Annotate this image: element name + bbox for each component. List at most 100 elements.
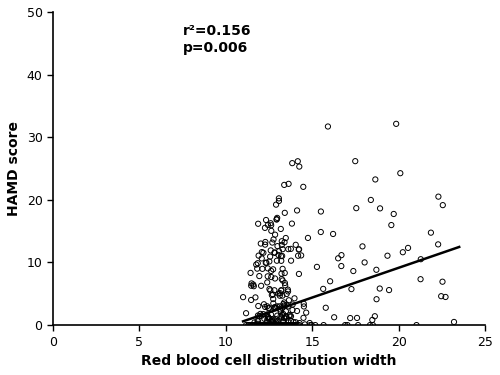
Point [284,322,292,328]
Point [271,304,279,310]
Point [270,322,278,328]
Point [248,322,256,328]
Point [281,282,289,288]
Point [282,302,290,307]
Point [276,322,284,328]
Point [341,322,349,328]
Point [275,322,283,328]
Point [274,319,281,325]
Point [264,222,272,228]
Point [267,322,275,328]
Point [258,266,266,272]
Point [275,198,283,204]
Point [285,322,293,328]
Point [399,249,407,255]
Point [276,303,283,309]
Point [262,322,270,328]
Point [273,321,281,327]
Point [281,280,289,286]
Point [269,266,277,272]
Point [276,308,284,314]
Point [287,246,295,252]
Point [263,279,271,285]
Point [270,322,278,328]
Point [306,320,314,326]
Point [388,222,396,228]
Point [265,316,273,322]
Point [266,316,274,322]
Point [369,322,377,328]
Point [371,313,379,319]
Point [287,258,295,264]
Point [278,288,285,294]
Point [346,315,354,321]
Point [254,312,262,318]
Point [278,238,286,244]
Point [262,217,270,223]
Point [278,312,286,318]
Point [280,322,288,328]
Point [278,242,286,248]
Point [262,322,270,328]
Point [272,316,280,322]
Point [270,249,278,255]
Point [256,322,264,328]
Point [266,248,274,254]
Point [278,276,285,282]
Point [295,246,303,252]
Point [280,302,288,308]
Point [285,322,293,328]
Point [288,322,296,328]
Point [280,239,288,245]
Point [287,322,295,328]
Point [278,322,286,328]
Point [252,262,260,268]
Point [278,246,286,252]
Point [262,322,270,328]
Point [280,301,287,307]
Point [259,322,267,328]
Point [242,322,250,328]
Point [274,322,282,328]
Point [282,322,290,328]
Point [244,322,252,328]
Point [280,322,287,328]
Point [272,217,280,223]
Point [350,268,358,274]
Point [281,322,289,328]
Point [442,294,450,300]
Point [284,246,292,252]
Point [275,322,283,328]
Point [317,229,325,235]
Point [282,322,290,328]
Point [266,254,274,260]
Point [392,121,400,127]
Point [263,322,271,328]
Point [274,322,281,328]
Point [266,286,274,292]
Point [301,321,309,327]
Point [285,322,293,328]
Point [282,322,290,328]
Point [278,322,286,328]
Point [286,314,294,320]
Point [272,322,280,328]
Point [254,221,262,227]
Point [284,181,292,187]
Point [254,318,262,324]
Point [262,322,270,328]
Point [354,322,362,328]
Point [434,242,442,248]
Point [280,318,287,324]
Point [322,305,330,311]
Point [300,315,308,321]
Point [261,304,269,310]
Point [288,160,296,166]
Point [275,322,283,328]
Point [286,322,294,328]
Point [256,311,264,317]
Point [272,322,280,328]
Point [258,313,266,319]
Point [300,301,308,307]
Point [277,226,285,232]
